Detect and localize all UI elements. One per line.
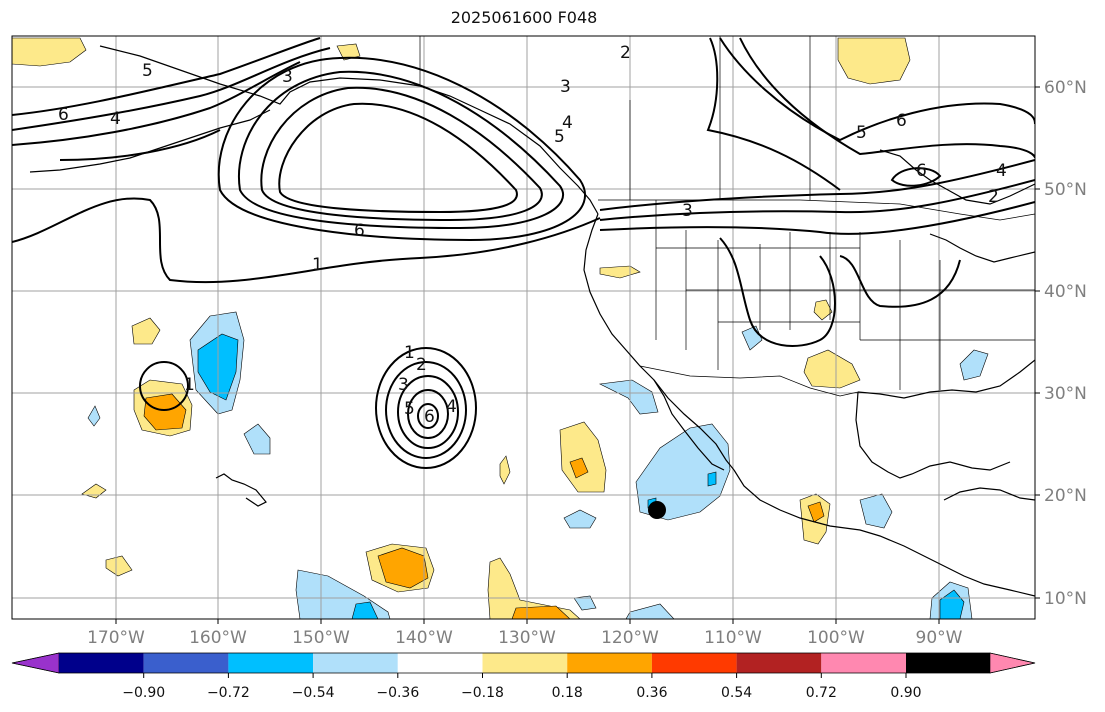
longitude-axis: 170°W 160°W 150°W 140°W 130°W 120°W 110°… xyxy=(87,619,963,648)
colorbar-tick-label: 0.90 xyxy=(890,685,921,701)
positive-anomaly-region xyxy=(803,349,861,389)
contour-label: 2 xyxy=(620,43,631,63)
positive-anomaly-region xyxy=(131,317,161,345)
contour-label: 5 xyxy=(404,399,415,419)
contour-label: 5 xyxy=(142,61,153,81)
storm-location-marker xyxy=(648,501,666,519)
colorbar-ticks xyxy=(143,673,907,678)
colorbar-tick-label: −0.54 xyxy=(292,685,335,701)
colorbar-extend-right xyxy=(989,652,1036,674)
map-frame xyxy=(11,35,1036,620)
contour-label: 4 xyxy=(996,161,1007,181)
negative-anomaly-region xyxy=(87,405,101,427)
longitude-label: 100°W xyxy=(807,628,865,648)
colorbar-segment xyxy=(397,653,483,673)
positive-anomaly-region xyxy=(813,299,833,321)
longitude-label: 140°W xyxy=(395,628,453,648)
latitude-label: 10°N xyxy=(1044,589,1087,609)
contour-label: 2 xyxy=(416,355,427,375)
longitude-label: 90°W xyxy=(916,628,963,648)
contour-label: 1 xyxy=(312,255,323,275)
negative-anomaly-region xyxy=(959,349,989,381)
positive-anomaly-region xyxy=(837,37,911,85)
latitude-label: 50°N xyxy=(1044,180,1087,200)
contour-label: 6 xyxy=(354,221,365,241)
colorbar-tick-label: 0.18 xyxy=(552,685,583,701)
contour-label: 5 xyxy=(554,127,565,147)
contour-label: 5 xyxy=(856,123,867,143)
colorbar-tick-label: 0.72 xyxy=(806,685,837,701)
contour-label: 1 xyxy=(184,375,195,395)
contour-label-group: 6 4 3 3 5 4 5 2 6 6 4 2 3 6 1 1 2 3 4 5 … xyxy=(58,43,1007,427)
colorbar-outline xyxy=(11,652,1036,674)
map-title: 2025061600 F048 xyxy=(450,8,598,27)
negative-anomaly-region xyxy=(939,589,965,619)
positive-anomaly-region xyxy=(487,557,581,619)
contour-label: 4 xyxy=(110,109,121,129)
positive-anomaly-region xyxy=(377,547,429,589)
map-frame-background xyxy=(12,36,1035,619)
contour-label: 3 xyxy=(682,201,693,221)
colorbar-tick-label: 0.54 xyxy=(721,685,752,701)
colorbar-segment xyxy=(821,653,906,673)
longitude-label: 110°W xyxy=(704,628,762,648)
contour-label: 6 xyxy=(424,407,435,427)
contour-label: 1 xyxy=(404,343,415,363)
longitude-label: 130°W xyxy=(498,628,556,648)
contour-label: 6 xyxy=(58,105,69,125)
colorbar-segment xyxy=(651,653,737,673)
colorbar-segment xyxy=(228,653,314,673)
negative-anomaly-region xyxy=(707,471,717,487)
colorbar-segment xyxy=(313,653,398,673)
positive-anomaly-region xyxy=(499,455,511,485)
contour-label: 2 xyxy=(988,187,999,207)
latitude-axis: 60°N 50°N 40°N 30°N 20°N 10°N xyxy=(1035,78,1087,609)
latitude-label: 30°N xyxy=(1044,384,1087,404)
contour-label: 6 xyxy=(916,161,927,181)
colorbar-extend-left xyxy=(11,652,60,674)
positive-anomaly-region xyxy=(12,37,87,67)
negative-anomaly-region xyxy=(351,601,379,619)
positive-anomaly-region xyxy=(143,393,187,431)
contour-label: 6 xyxy=(896,111,907,131)
colorbar-segment xyxy=(482,653,568,673)
shaded-anomaly-layer xyxy=(12,37,989,619)
longitude-label: 170°W xyxy=(87,628,145,648)
colorbar-tick-label: −0.18 xyxy=(461,685,504,701)
contour-label: 3 xyxy=(398,375,409,395)
negative-anomaly-region xyxy=(573,595,597,611)
coastlines xyxy=(29,45,1035,597)
colorbar-tick-label: −0.36 xyxy=(376,685,419,701)
latitude-label: 60°N xyxy=(1044,78,1087,98)
negative-anomaly-region xyxy=(598,379,659,415)
colorbar-segment xyxy=(567,653,652,673)
colorbar-segment xyxy=(906,653,990,673)
contour-label: 3 xyxy=(282,67,293,87)
colorbar-tick-label: −0.72 xyxy=(207,685,250,701)
latitude-label: 40°N xyxy=(1044,282,1087,302)
longitude-label: 120°W xyxy=(601,628,659,648)
positive-anomaly-region xyxy=(807,501,825,523)
positive-anomaly-region xyxy=(559,421,607,493)
longitude-label: 150°W xyxy=(292,628,350,648)
positive-anomaly-region xyxy=(569,457,589,479)
negative-anomaly-region xyxy=(625,603,675,619)
colorbar-tick-label: 0.36 xyxy=(636,685,667,701)
colorbar-segment xyxy=(59,653,144,673)
contour-lines xyxy=(12,37,1035,469)
longitude-label: 160°W xyxy=(189,628,247,648)
colorbar: −0.90 −0.72 −0.54 −0.36 −0.18 0.18 0.36 … xyxy=(11,652,1036,701)
contour-label: 3 xyxy=(560,77,571,97)
contour-label: 4 xyxy=(562,113,573,133)
latitude-label: 20°N xyxy=(1044,486,1087,506)
positive-anomaly-region xyxy=(105,555,133,577)
negative-anomaly-region xyxy=(243,423,271,455)
colorbar-segment xyxy=(143,653,229,673)
colorbar-tick-label: −0.90 xyxy=(122,685,165,701)
contour-label: 4 xyxy=(446,397,457,417)
positive-anomaly-region xyxy=(336,43,361,61)
colorbar-segment xyxy=(736,653,822,673)
negative-anomaly-region xyxy=(563,509,597,529)
